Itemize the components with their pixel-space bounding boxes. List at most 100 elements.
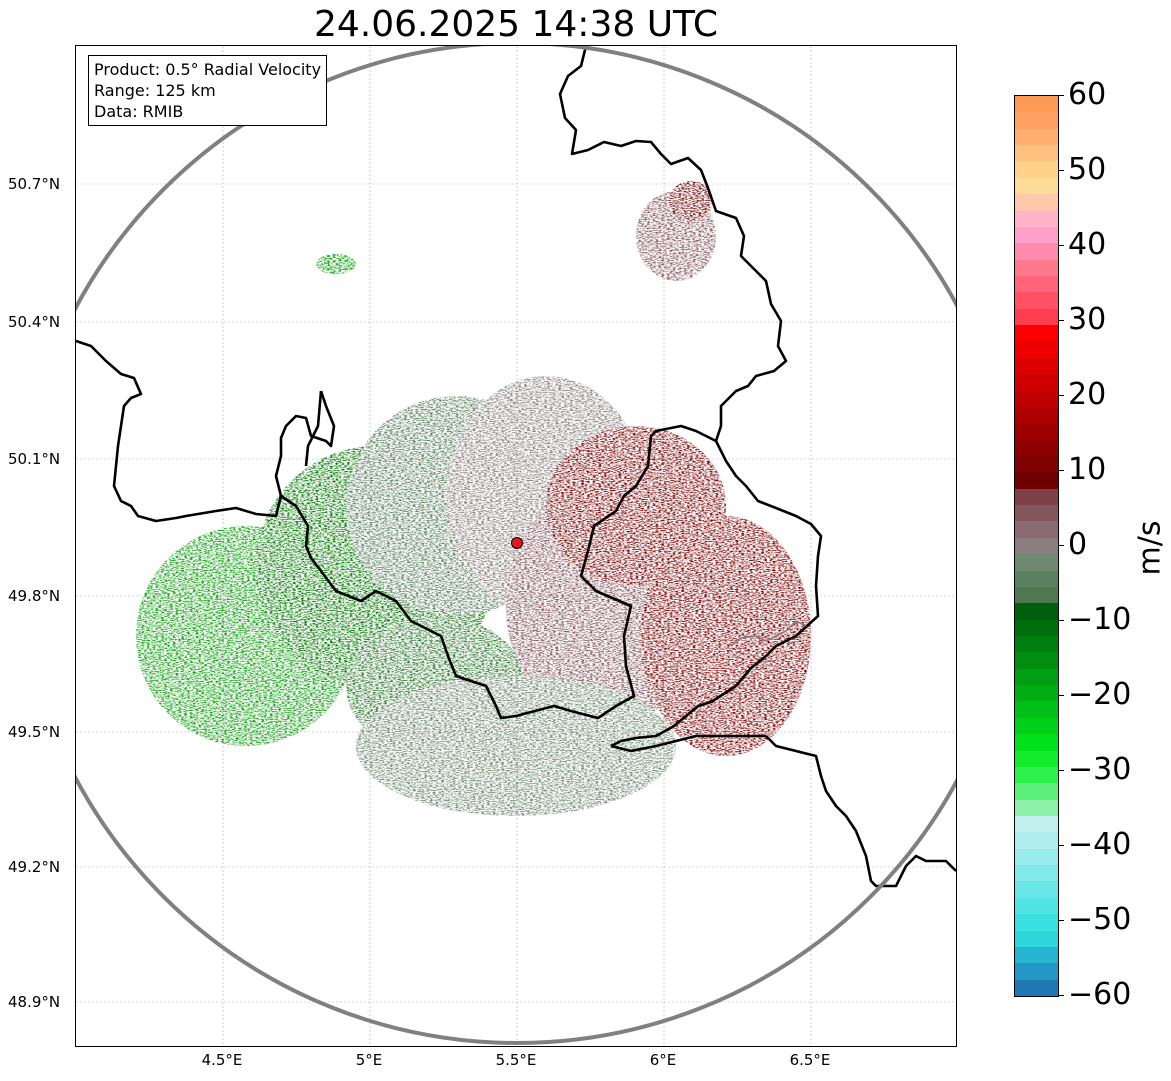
colorbar-segment — [1015, 128, 1058, 146]
colorbar-segment — [1015, 569, 1058, 587]
colorbar-segment — [1015, 455, 1058, 473]
colorbar-segment — [1015, 242, 1058, 260]
colorbar-tick — [1058, 245, 1064, 246]
info-box: Product: 0.5° Radial Velocity Range: 125… — [88, 55, 328, 126]
colorbar — [1014, 95, 1059, 997]
velocity-echoes — [136, 181, 811, 816]
colorbar-tick — [1058, 470, 1064, 471]
colorbar-segment — [1015, 717, 1058, 735]
info-data-source: Data: RMIB — [94, 102, 184, 121]
colorbar-segment — [1015, 275, 1058, 293]
lon-tick-label: 5°E — [355, 1051, 383, 1069]
lon-tick-label: 6.5°E — [789, 1051, 831, 1069]
colorbar-tick — [1058, 545, 1064, 546]
colorbar-segment — [1015, 291, 1058, 309]
colorbar-segment — [1015, 553, 1058, 571]
colorbar-segment — [1015, 913, 1058, 931]
colorbar-segment — [1015, 766, 1058, 784]
colorbar-tick-label: −10 — [1068, 602, 1132, 637]
colorbar-segment — [1015, 96, 1058, 113]
colorbar-tick — [1058, 170, 1064, 171]
colorbar-segment — [1015, 733, 1058, 751]
colorbar-segment — [1015, 177, 1058, 195]
colorbar-segment — [1015, 160, 1058, 178]
colorbar-tick-label: 40 — [1068, 227, 1107, 262]
colorbar-tick — [1058, 620, 1064, 621]
lon-tick-label: 5.5°E — [495, 1051, 537, 1069]
colorbar-segment — [1015, 815, 1058, 833]
colorbar-segment — [1015, 635, 1058, 653]
colorbar-segment — [1015, 226, 1058, 244]
colorbar-segment — [1015, 373, 1058, 391]
colorbar-tick — [1058, 395, 1064, 396]
colorbar-segment — [1015, 504, 1058, 522]
colorbar-segment — [1015, 651, 1058, 669]
colorbar-tick-label: 20 — [1068, 377, 1107, 412]
river-line — [730, 620, 807, 647]
colorbar-segment — [1015, 324, 1058, 342]
colorbar-segment — [1015, 406, 1058, 424]
colorbar-segment — [1015, 929, 1058, 947]
colorbar-tick-label: −40 — [1068, 827, 1132, 862]
colorbar-tick-label: 0 — [1068, 527, 1088, 562]
colorbar-segment — [1015, 586, 1058, 604]
colorbar-tick — [1058, 920, 1064, 921]
colorbar-tick — [1058, 95, 1064, 96]
colorbar-segment — [1015, 144, 1058, 162]
colorbar-segment — [1015, 831, 1058, 849]
colorbar-tick-label: −20 — [1068, 677, 1132, 712]
radar-site-marker — [511, 537, 523, 549]
colorbar-tick-label: −30 — [1068, 752, 1132, 787]
colorbar-segment — [1015, 602, 1058, 620]
colorbar-segment — [1015, 193, 1058, 211]
colorbar-segment — [1015, 897, 1058, 915]
lon-tick-label: 4.5°E — [201, 1051, 243, 1069]
colorbar-segment — [1015, 946, 1058, 964]
colorbar-segment — [1015, 209, 1058, 227]
colorbar-segment — [1015, 357, 1058, 375]
colorbar-tick — [1058, 995, 1064, 996]
lat-tick-label: 50.1°N — [8, 450, 61, 468]
colorbar-segment — [1015, 520, 1058, 538]
colorbar-segment — [1015, 111, 1058, 129]
colorbar-segment — [1015, 848, 1058, 866]
colorbar-segment — [1015, 259, 1058, 276]
lat-tick-label: 49.2°N — [8, 858, 61, 876]
colorbar-segment — [1015, 684, 1058, 702]
colorbar-segment — [1015, 537, 1058, 555]
country-borders — [76, 46, 956, 888]
colorbar-tick — [1058, 695, 1064, 696]
colorbar-segment — [1015, 668, 1058, 686]
colorbar-segment — [1015, 979, 1058, 996]
lat-tick-label: 49.5°N — [8, 723, 61, 741]
colorbar-segment — [1015, 308, 1058, 326]
lat-tick-label: 50.7°N — [8, 175, 61, 193]
info-product: Product: 0.5° Radial Velocity — [94, 60, 322, 79]
colorbar-segment — [1015, 749, 1058, 767]
radar-map[interactable] — [75, 45, 957, 1047]
colorbar-segment — [1015, 471, 1058, 489]
colorbar-segment — [1015, 488, 1058, 506]
colorbar-segment — [1015, 340, 1058, 358]
radar-map-canvas — [76, 46, 956, 1046]
colorbar-tick — [1058, 320, 1064, 321]
colorbar-tick-label: −50 — [1068, 902, 1132, 937]
colorbar-segment — [1015, 619, 1058, 636]
colorbar-segment — [1015, 700, 1058, 718]
colorbar-segment — [1015, 962, 1058, 980]
lat-tick-label: 50.4°N — [8, 313, 61, 331]
colorbar-tick-label: −60 — [1068, 977, 1132, 1012]
range-ring — [76, 46, 956, 1045]
colorbar-unit-label: m/s — [1132, 520, 1168, 576]
colorbar-tick-label: 30 — [1068, 302, 1107, 337]
colorbar-segment — [1015, 422, 1058, 440]
colorbar-segment — [1015, 880, 1058, 898]
lat-tick-label: 48.9°N — [8, 993, 61, 1011]
colorbar-segment — [1015, 389, 1058, 407]
colorbar-segment — [1015, 439, 1058, 456]
lon-tick-label: 6°E — [649, 1051, 677, 1069]
colorbar-tick-label: 10 — [1068, 452, 1107, 487]
colorbar-segment — [1015, 864, 1058, 882]
colorbar-tick-label: 50 — [1068, 152, 1107, 187]
colorbar-segment — [1015, 799, 1058, 816]
